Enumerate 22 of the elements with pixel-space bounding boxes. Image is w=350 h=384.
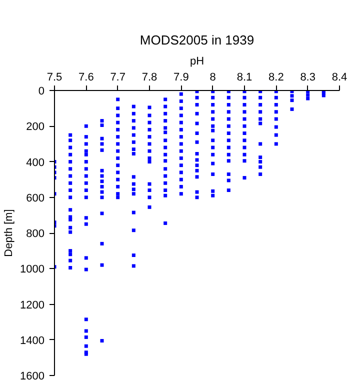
y-tick-label: 400 — [26, 156, 45, 169]
y-tick-label: 1600 — [20, 370, 45, 382]
y-axis-title: Depth [m] — [3, 209, 16, 257]
x-tick-label: 7.5 — [46, 72, 62, 84]
y-tick-label: 600 — [26, 192, 45, 204]
x-tick-label: 7.8 — [142, 72, 158, 84]
y-tick-label: 1000 — [20, 264, 45, 276]
x-axis-title: pH — [190, 56, 204, 68]
y-tick-label: 1400 — [20, 334, 45, 347]
y-tick-label: 1200 — [20, 299, 45, 312]
x-tick-label: 7.6 — [78, 72, 94, 84]
chart-title: MODS2005 in 1939 — [140, 32, 254, 48]
x-tick-label: 7.9 — [174, 72, 189, 84]
x-tick-label: 8 — [210, 72, 216, 84]
x-tick-label: 8.2 — [268, 72, 284, 84]
x-tick-label: 8.1 — [236, 72, 252, 84]
x-tick-label: 7.7 — [110, 72, 126, 84]
x-tick-label: 8.3 — [300, 72, 316, 84]
y-tick-label: 200 — [26, 121, 45, 134]
x-tick-label: 8.4 — [332, 72, 348, 84]
y-tick-label: 800 — [26, 228, 45, 240]
y-tick-label: 0 — [38, 86, 45, 98]
